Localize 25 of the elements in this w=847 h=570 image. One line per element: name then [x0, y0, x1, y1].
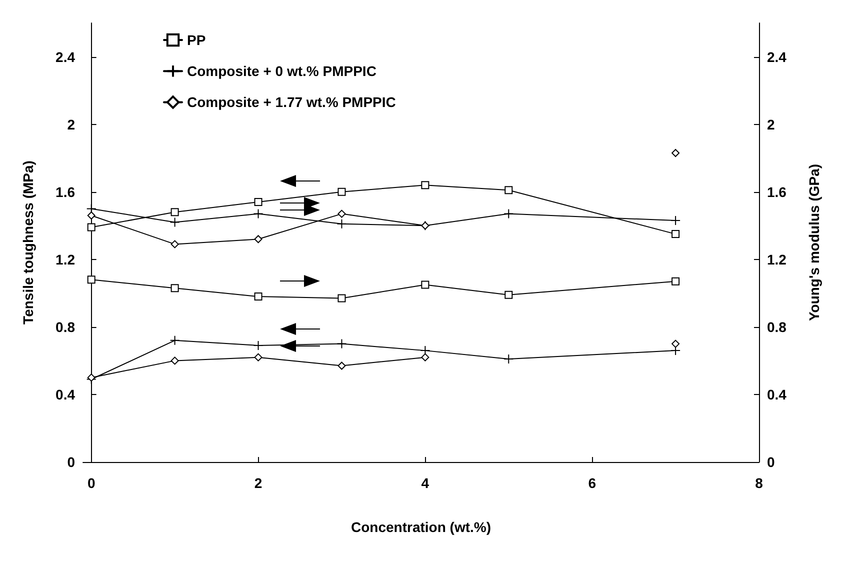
y2-axis-title: Young's modulus (GPa)	[806, 164, 822, 322]
y2-tick-label: 0.8	[767, 318, 787, 335]
x-tick-label: 2	[254, 475, 262, 491]
y-tick-label: 2	[67, 116, 76, 132]
x-tick-label: 0	[87, 475, 96, 491]
y2-tick-label: 0.4	[767, 386, 787, 402]
x-tick-label: 8	[755, 475, 764, 491]
y2-tick-label: 0	[767, 454, 775, 470]
y2-tick-label: 1.2	[767, 251, 787, 268]
y2-tick-label: 2.4	[767, 48, 787, 65]
legend-label: Composite + 1.77 wt.% PMPPIC	[187, 94, 396, 110]
x-tick-label: 4	[421, 475, 430, 491]
y-axis-title: Tensile toughness (MPa)	[20, 160, 36, 324]
legend-label: Composite + 0 wt.% PMPPIC	[187, 63, 376, 80]
y-tick-label: 1.6	[56, 184, 76, 200]
y-tick-label: 2.4	[56, 48, 76, 65]
y-tick-label: 1.2	[56, 251, 76, 268]
y-tick-label: 0	[67, 454, 76, 470]
y-tick-label: 0.8	[56, 318, 76, 335]
y2-tick-label: 1.6	[767, 184, 787, 200]
legend-label: PP	[187, 32, 206, 48]
x-tick-label: 6	[588, 475, 596, 491]
x-axis-title: Concentration (wt.%)	[351, 519, 491, 535]
y-tick-label: 0.4	[56, 386, 76, 402]
y2-tick-label: 2	[767, 116, 775, 132]
